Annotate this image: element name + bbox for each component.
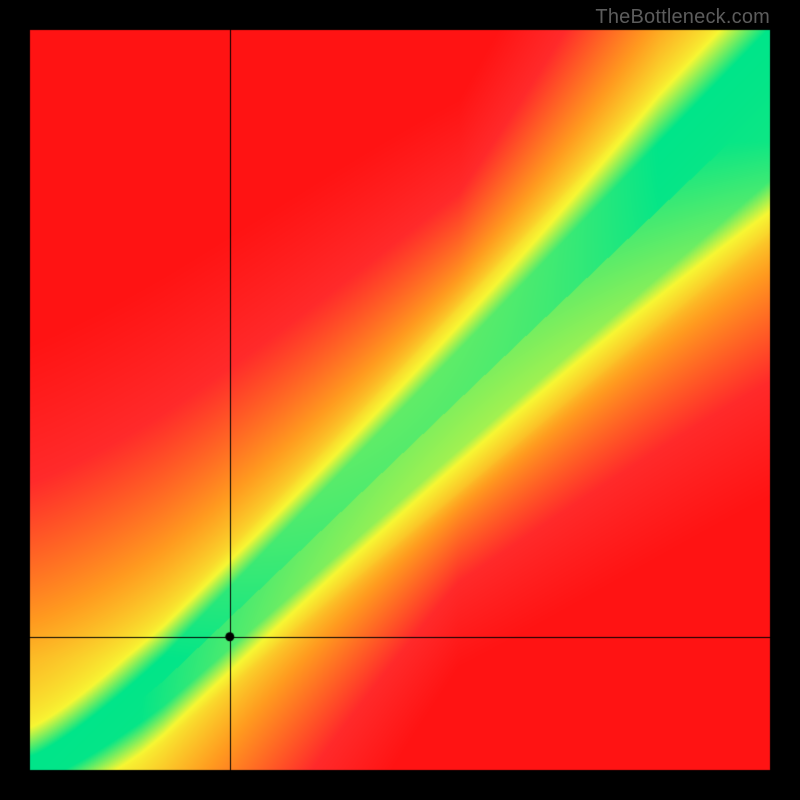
- bottleneck-heatmap: [0, 0, 800, 800]
- watermark-text: TheBottleneck.com: [595, 6, 770, 29]
